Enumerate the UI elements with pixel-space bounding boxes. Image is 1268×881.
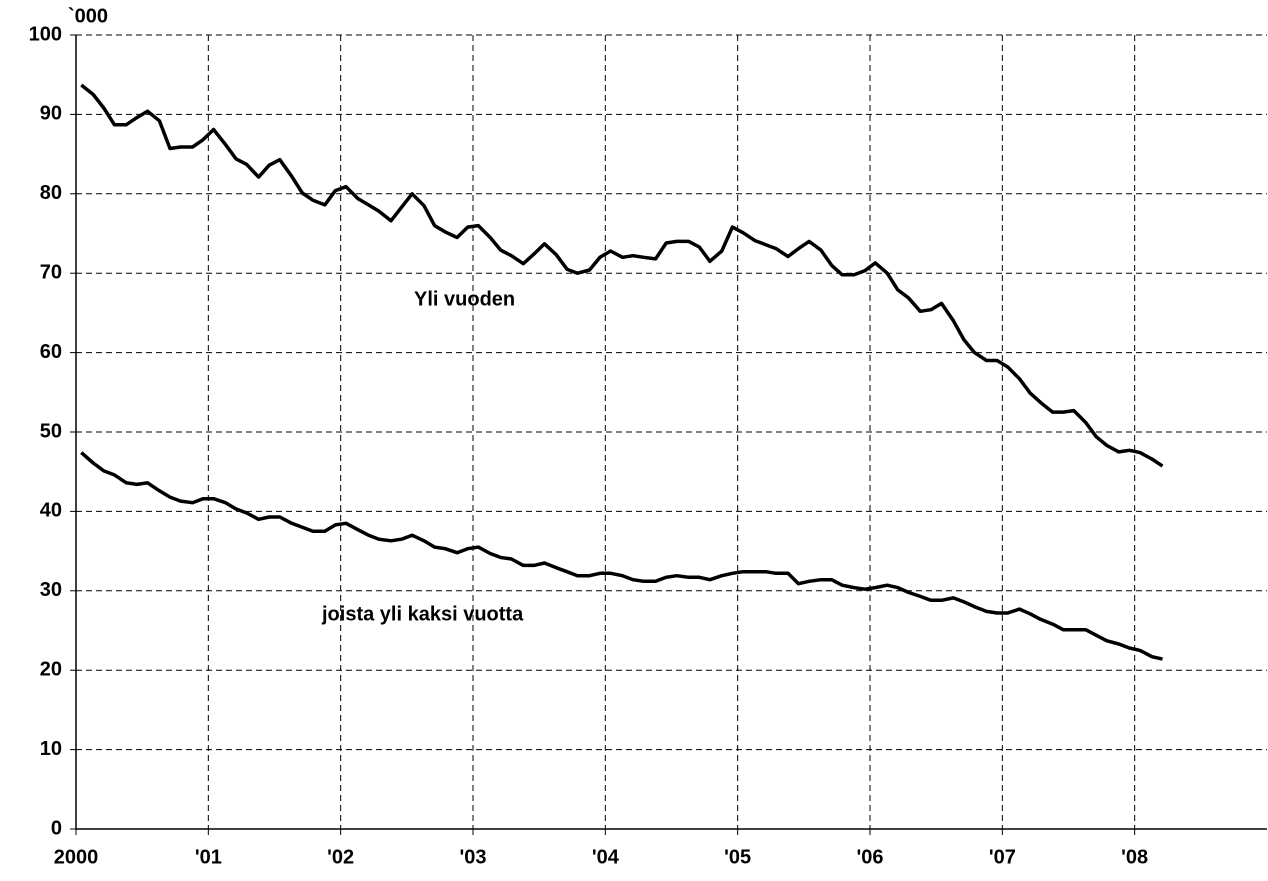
unit-label: `000 bbox=[68, 5, 108, 27]
y-tick-label: 40 bbox=[40, 500, 62, 522]
y-tick-label: 80 bbox=[40, 182, 62, 204]
series-label: joista yli kaksi vuotta bbox=[321, 603, 524, 625]
series-label: Yli vuoden bbox=[414, 288, 515, 310]
x-tick-label: '01 bbox=[195, 846, 222, 868]
series-line bbox=[80, 451, 1163, 661]
y-tick-label: 90 bbox=[40, 103, 62, 125]
y-tick-label: 30 bbox=[40, 579, 62, 601]
y-tick-label: 70 bbox=[40, 261, 62, 283]
series-line bbox=[80, 83, 1164, 468]
x-tick-label: '05 bbox=[724, 846, 751, 868]
y-tick-label: 60 bbox=[40, 341, 62, 363]
y-tick-label: 100 bbox=[29, 23, 62, 45]
y-tick-label: 50 bbox=[40, 420, 62, 442]
y-tick-label: 20 bbox=[40, 658, 62, 680]
x-tick-label: '02 bbox=[327, 846, 354, 868]
y-tick-label: 0 bbox=[51, 817, 62, 839]
x-tick-label: '06 bbox=[856, 846, 883, 868]
x-tick-label: '04 bbox=[592, 846, 620, 868]
x-tick-label: 2000 bbox=[54, 846, 99, 868]
y-tick-label: 10 bbox=[40, 738, 62, 760]
x-tick-label: '03 bbox=[459, 846, 486, 868]
x-tick-label: '08 bbox=[1121, 846, 1148, 868]
x-tick-label: '07 bbox=[989, 846, 1016, 868]
